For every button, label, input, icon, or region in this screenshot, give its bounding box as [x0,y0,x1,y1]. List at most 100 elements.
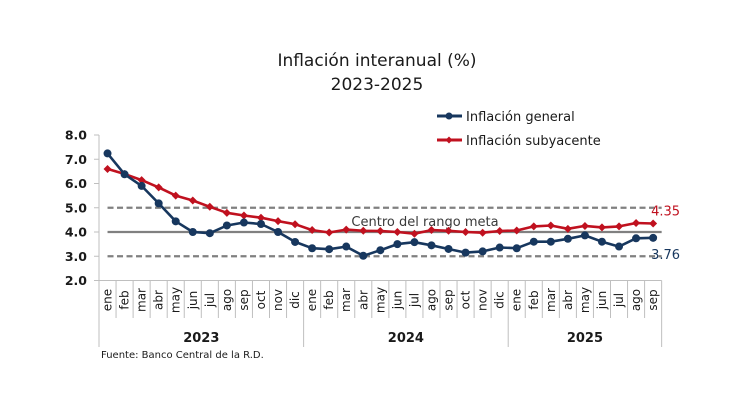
data-point [342,242,351,251]
month-label: oct [459,290,473,309]
data-point [615,242,624,251]
data-point [291,237,300,246]
data-point [239,211,248,220]
data-point [649,219,658,228]
y-axis: 8.0 7.0 6.0 5.0 4.0 3.0 2.0 [65,128,100,288]
month-label: ago [629,289,643,311]
chart-subtitle: 2023-2025 [331,75,424,95]
data-point [597,223,606,232]
month-label: may [578,287,592,313]
data-point [632,219,641,228]
month-label: ene [510,289,524,311]
data-point [325,228,334,237]
target-center-annotation: Centro del rango meta [351,215,498,230]
data-point [222,221,231,230]
data-point [137,176,146,185]
legend-marker-subyacente [445,136,453,144]
month-label: nov [271,289,285,311]
data-point [632,234,641,243]
month-label: jun [186,291,200,311]
month-label: ago [424,289,438,311]
data-point [546,237,555,246]
data-point [308,226,317,235]
data-point [444,244,453,253]
legend-item-general: Inflación general [437,110,575,125]
data-point [478,228,487,237]
data-point [495,227,504,236]
data-point [393,240,402,249]
y-tick-label: 3.0 [65,249,87,264]
data-point [563,224,572,233]
data-point [597,237,606,246]
month-label: jul [203,293,217,308]
series-subyacente [103,164,658,238]
year-label: 2024 [388,331,424,346]
legend-label-subyacente: Inflación subyacente [466,134,601,149]
data-point [376,227,385,236]
y-tick-label: 8.0 [65,128,87,143]
data-point [393,228,402,236]
series-general [103,149,658,260]
month-label: dic [493,291,507,309]
data-point [342,225,351,234]
data-point [325,245,334,254]
month-label: abr [356,290,370,310]
data-point [580,221,589,230]
month-label: jul [407,293,421,308]
month-label: feb [118,290,132,309]
y-tick-label: 5.0 [65,200,87,215]
data-point [154,183,163,192]
data-point [512,244,521,253]
month-label: sep [237,289,251,310]
source-note: Fuente: Banco Central de la R.D. [101,350,264,361]
year-label: 2023 [183,331,219,346]
month-label: jun [390,291,404,311]
month-label: dic [288,291,302,309]
data-point [410,229,419,238]
data-point [478,247,487,256]
data-point [188,196,197,205]
legend-label-general: Inflación general [466,110,575,125]
month-label: mar [135,288,149,312]
month-label: ene [305,289,319,311]
data-point [461,228,470,236]
month-label: abr [561,290,575,310]
month-label: jul [612,293,626,308]
data-point [580,231,589,240]
month-label: ago [220,289,234,311]
x-axis: ene feb mar abr may jun jul ago sep oct nov dic ene f… [98,280,663,347]
data-point [137,181,146,190]
data-point [359,251,368,260]
data-point [529,237,538,246]
end-label-subyacente: 4.35 [651,205,680,220]
data-point [649,233,658,242]
data-point [615,222,624,231]
month-label: sep [646,289,660,310]
month-label: mar [339,288,353,312]
data-point [171,217,180,226]
month-label: may [169,287,183,313]
data-point [461,248,470,257]
data-point [103,164,112,173]
end-label-general: 3.76 [651,248,680,263]
legend-marker-general [445,112,453,120]
data-point [171,191,180,200]
year-label: 2025 [567,331,603,346]
series-group [103,149,658,260]
month-label: abr [152,290,166,310]
data-point [444,226,453,235]
month-label: ene [101,289,115,311]
month-label: nov [476,289,490,311]
data-point [222,208,231,217]
data-point [239,218,248,227]
month-label: oct [254,290,268,309]
data-point [427,226,436,235]
data-point [188,228,197,236]
data-point [512,226,521,235]
data-point [205,229,214,238]
data-point [495,243,504,252]
chart-title: Inflación interanual (%) [277,51,476,71]
y-tick-label: 4.0 [65,225,87,240]
data-point [529,222,538,231]
